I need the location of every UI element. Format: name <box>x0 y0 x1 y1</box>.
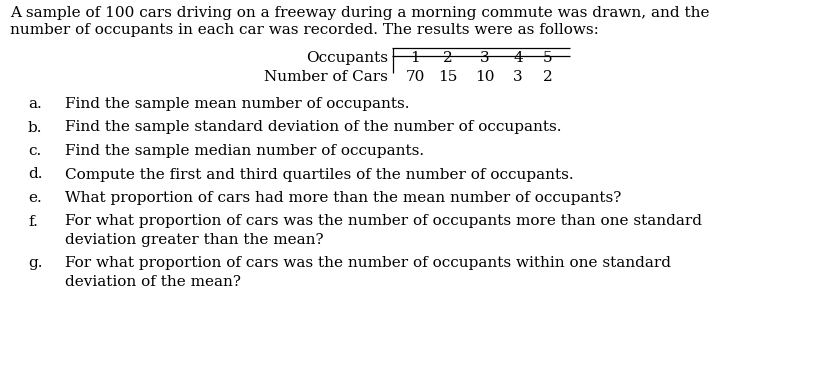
Text: e.: e. <box>28 191 42 205</box>
Text: deviation greater than the mean?: deviation greater than the mean? <box>65 233 324 247</box>
Text: 10: 10 <box>475 70 494 84</box>
Text: deviation of the mean?: deviation of the mean? <box>65 275 241 289</box>
Text: 5: 5 <box>543 51 553 65</box>
Text: For what proportion of cars was the number of occupants within one standard: For what proportion of cars was the numb… <box>65 256 671 271</box>
Text: a.: a. <box>28 97 42 111</box>
Text: 1: 1 <box>410 51 420 65</box>
Text: 3: 3 <box>513 70 522 84</box>
Text: Compute the first and third quartiles of the number of occupants.: Compute the first and third quartiles of… <box>65 168 574 181</box>
Text: d.: d. <box>28 168 43 181</box>
Text: number of occupants in each car was recorded. The results were as follows:: number of occupants in each car was reco… <box>10 23 599 37</box>
Text: 15: 15 <box>438 70 457 84</box>
Text: Find the sample median number of occupants.: Find the sample median number of occupan… <box>65 144 424 158</box>
Text: Occupants: Occupants <box>306 51 388 65</box>
Text: 4: 4 <box>513 51 523 65</box>
Text: Find the sample mean number of occupants.: Find the sample mean number of occupants… <box>65 97 410 111</box>
Text: b.: b. <box>28 120 43 134</box>
Text: g.: g. <box>28 256 43 271</box>
Text: Number of Cars: Number of Cars <box>265 70 388 84</box>
Text: 3: 3 <box>480 51 489 65</box>
Text: Find the sample standard deviation of the number of occupants.: Find the sample standard deviation of th… <box>65 120 561 134</box>
Text: What proportion of cars had more than the mean number of occupants?: What proportion of cars had more than th… <box>65 191 621 205</box>
Text: For what proportion of cars was the number of occupants more than one standard: For what proportion of cars was the numb… <box>65 215 702 229</box>
Text: 2: 2 <box>543 70 553 84</box>
Text: A sample of 100 cars driving on a freeway during a morning commute was drawn, an: A sample of 100 cars driving on a freewa… <box>10 6 709 20</box>
Text: c.: c. <box>28 144 41 158</box>
Text: 2: 2 <box>443 51 453 65</box>
Text: f.: f. <box>28 215 38 229</box>
Text: 70: 70 <box>405 70 424 84</box>
